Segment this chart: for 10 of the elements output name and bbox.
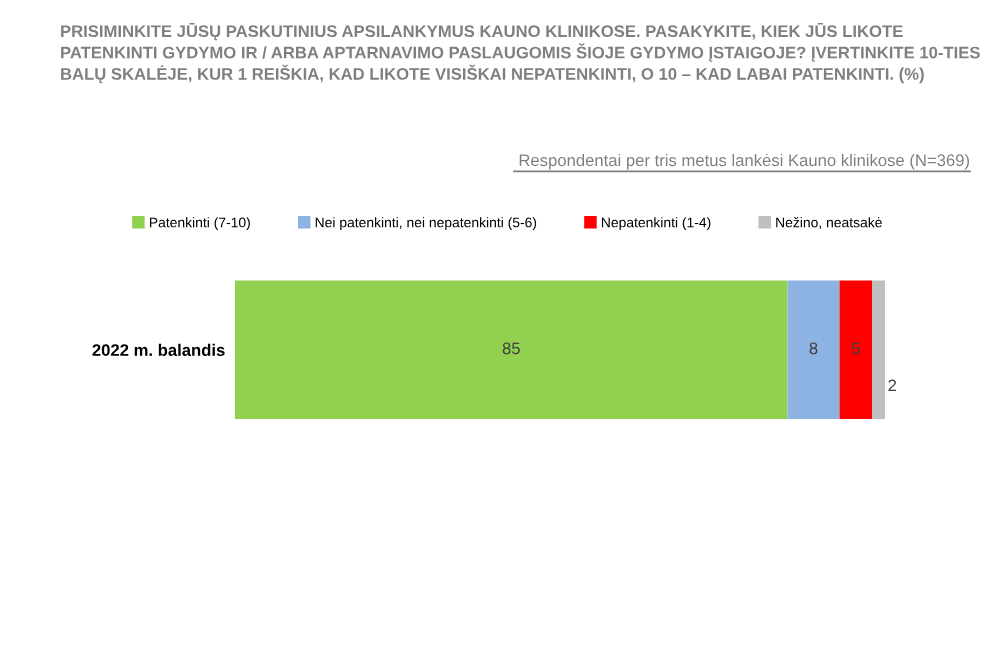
data-label: 85 — [502, 342, 520, 355]
data-label: 2 — [888, 379, 897, 392]
chart-title: PRISIMINKITE JŪSŲ PASKUTINIUS APSILANKYMUS KAUNO KLINIKOSE. PASAKYKITE, KIEK JŪS LIKOTE PATENKINTI GYDYMO IR / ARBA APTARNAVIMO PASLAUGOMIS ŠIOJE GYDYMO ĮSTAIGOJE? ĮVERTINKITE 10-TIES BALŲ SKALĖJE, KUR 1 REIŠKIA, KAD LIKOTE VISIŠKAI NEPATENKINTI, O 10 – KAD LABAI PATENKINTI. (%) — [61, 23, 980, 84]
bar — [872, 280, 885, 420]
chart-subtitle: Respondentai per tris metus lankėsi Kauno klinikose (N=369) — [519, 153, 969, 170]
data-label: 8 — [809, 342, 818, 355]
y-tick-label: 2022 m. balandis — [92, 343, 225, 356]
bar — [839, 280, 872, 420]
bar — [787, 280, 840, 420]
data-label: 5 — [851, 342, 860, 355]
